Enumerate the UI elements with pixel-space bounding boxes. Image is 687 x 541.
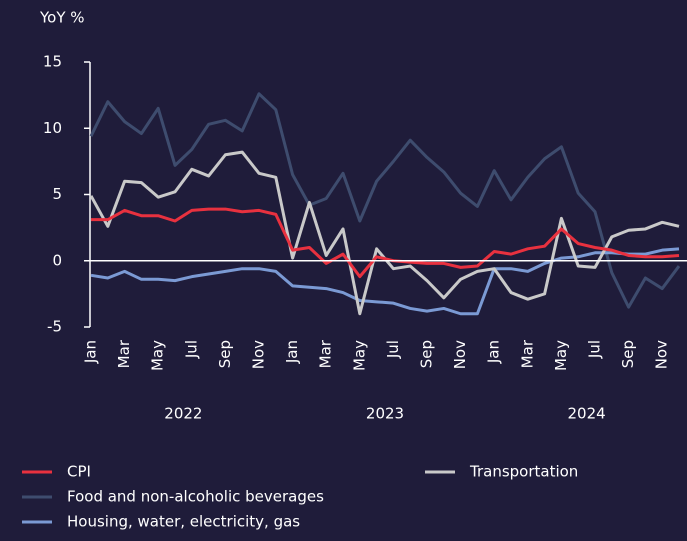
- legend-label: Housing, water, electricity, gas: [67, 513, 300, 531]
- x-tick-label: Jul: [182, 340, 200, 359]
- y-tick-label: 10: [43, 119, 62, 137]
- x-tick-label: May: [350, 340, 368, 371]
- x-tick-label: Mar: [115, 339, 133, 368]
- x-tick-label: Sep: [418, 340, 436, 368]
- series-line: [91, 207, 680, 279]
- x-tick-label: Jan: [283, 340, 301, 364]
- y-tick-label: 15: [43, 53, 62, 71]
- y-tick-label: 5: [52, 185, 62, 203]
- x-tick-label: Nov: [250, 340, 268, 369]
- x-tick-label: Sep: [619, 340, 637, 368]
- x-tick-label: Nov: [653, 340, 671, 369]
- y-axis-title: YoY %: [39, 9, 85, 27]
- legend-label: CPI: [67, 463, 91, 481]
- y-tick-label: -5: [47, 318, 62, 336]
- x-tick-label: Jan: [82, 340, 100, 364]
- year-label: 2024: [568, 405, 606, 423]
- series-line: [90, 247, 680, 316]
- legend-label: Food and non-alcoholic beverages: [67, 488, 324, 506]
- series-line: [89, 92, 681, 309]
- y-tick-label: 0: [52, 251, 62, 269]
- x-tick-label: Jul: [384, 340, 402, 359]
- x-tick-label: Jan: [485, 340, 503, 364]
- x-tick-label: May: [149, 340, 167, 371]
- x-tick-label: Mar: [518, 339, 536, 368]
- year-label: 2023: [366, 405, 404, 423]
- legend-label: Transportation: [469, 463, 578, 481]
- x-tick-label: Nov: [451, 340, 469, 369]
- year-label: 2022: [164, 405, 202, 423]
- x-tick-label: Jul: [586, 340, 604, 359]
- x-tick-label: Mar: [317, 339, 335, 368]
- x-tick-label: May: [552, 340, 570, 371]
- x-tick-label: Sep: [216, 340, 234, 368]
